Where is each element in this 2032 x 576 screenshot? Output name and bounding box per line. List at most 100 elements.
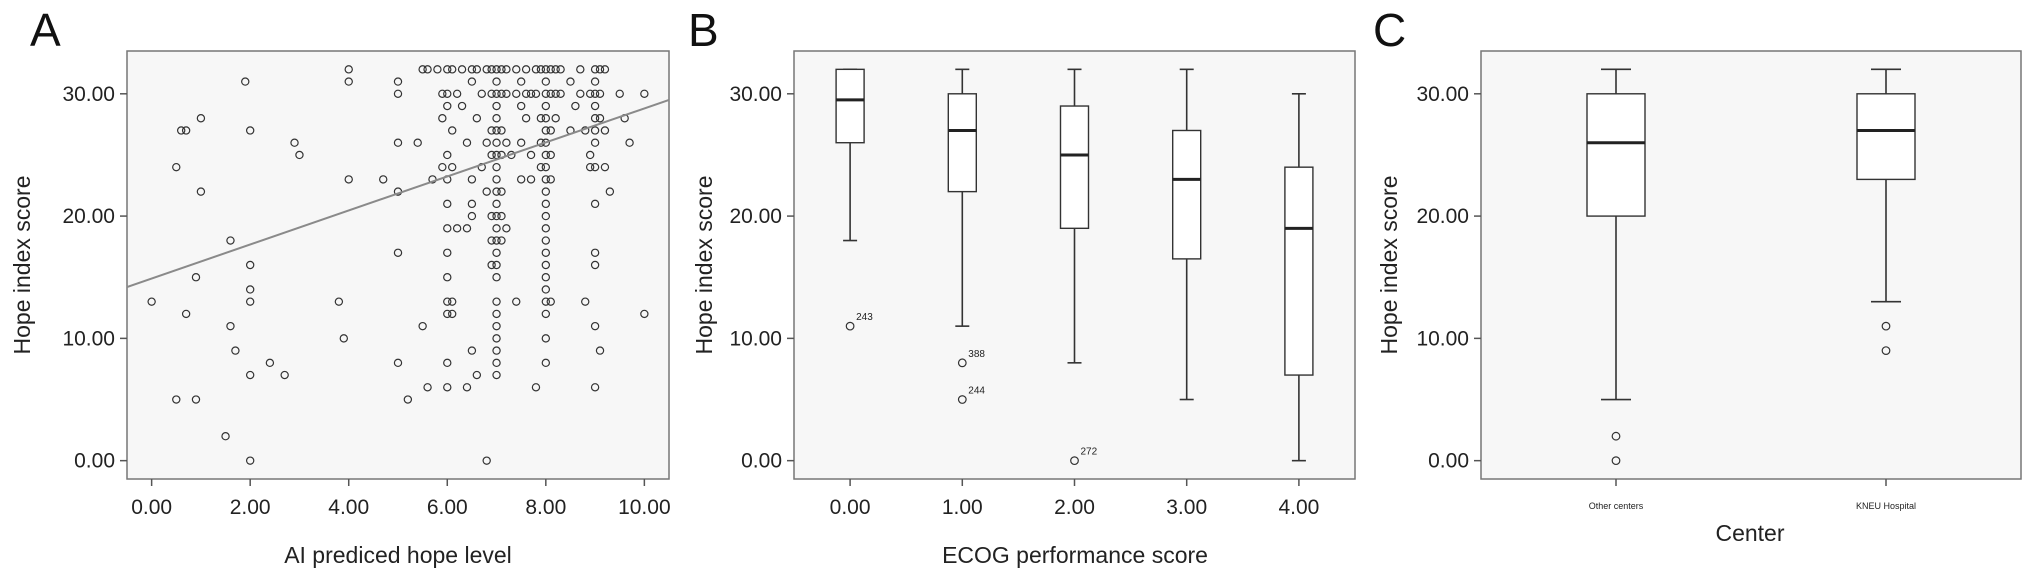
scatter-point [541, 285, 551, 294]
scatter-point [423, 383, 432, 392]
scatter-point [492, 297, 501, 306]
scatter-point [526, 150, 536, 160]
scatter-point [516, 101, 526, 111]
scatter-point [492, 126, 501, 135]
scatter-point [467, 346, 477, 355]
scatter-point [590, 89, 600, 99]
scatter-point [590, 199, 600, 209]
scatter-point [290, 138, 299, 147]
scatter-point [541, 162, 551, 172]
scatter-point [541, 224, 551, 233]
scatter-point [221, 432, 230, 441]
scatter-point [462, 138, 472, 147]
scatter-point [590, 138, 600, 147]
scatter-point [147, 297, 156, 306]
scatter-point [541, 77, 551, 86]
scatter-point [640, 89, 649, 99]
scatter-point [443, 248, 452, 257]
panel-a-x-tick-label: 8.00 [525, 496, 566, 519]
panel-a-x-label: AI prediced hope level [284, 542, 512, 568]
fit-line [126, 98, 670, 288]
scatter-point [482, 65, 491, 74]
scatter-point [196, 114, 206, 123]
panel-b-letter: B [688, 4, 719, 56]
scatter-point [492, 187, 501, 196]
scatter-point [595, 346, 605, 355]
scatter-point [516, 138, 526, 147]
scatter-point [176, 126, 186, 135]
scatter-point [492, 273, 501, 282]
scatter-point [467, 211, 477, 221]
panel-b-x-tick-label: 0.00 [830, 496, 871, 519]
scatter-point [492, 114, 501, 123]
scatter-point [546, 150, 555, 160]
box-iqr [947, 93, 977, 193]
scatter-point [487, 89, 496, 99]
scatter-point [393, 77, 403, 86]
panel-c-x-label: Center [1715, 520, 1784, 546]
outlier-point [1881, 346, 1891, 356]
scatter-point [546, 89, 555, 99]
scatter-point [492, 89, 501, 99]
scatter-point [595, 65, 605, 74]
panel-b-y-tick-label: 30.00 [729, 83, 782, 106]
scatter-point [477, 89, 486, 99]
panel-b-x-tick-label: 3.00 [1166, 496, 1207, 519]
scatter-point [615, 89, 624, 99]
scatter-point [497, 89, 506, 99]
scatter-point [492, 321, 501, 331]
scatter-point [448, 65, 457, 74]
scatter-point [472, 65, 482, 74]
scatter-point [502, 89, 511, 99]
panel-b-y-tick-label: 0.00 [741, 450, 782, 473]
panel-c-y-ticks: 0.00 10.00 20.00 30.00 [1416, 83, 1481, 473]
scatter-point [492, 236, 501, 245]
scatter-point [551, 114, 560, 123]
scatter-point [531, 383, 541, 392]
panel-a-y-label: Hope index score [9, 176, 35, 355]
scatter-point [521, 89, 531, 99]
scatter-point [344, 175, 353, 184]
scatter-point [393, 358, 403, 368]
scatter-point [541, 334, 551, 343]
scatter-point [512, 89, 521, 99]
scatter-point [551, 89, 560, 99]
scatter-point [541, 236, 551, 245]
scatter-point [344, 77, 353, 86]
scatter-point [448, 297, 457, 306]
scatter-point [531, 89, 541, 99]
scatter-point [245, 370, 255, 380]
box-iqr [1586, 93, 1646, 217]
scatter-point [541, 211, 551, 221]
box-iqr [1059, 105, 1090, 230]
panel-a-letter: A [30, 4, 61, 56]
scatter-point [191, 273, 201, 282]
scatter-point [462, 383, 472, 392]
scatter-point [605, 187, 615, 196]
scatter-point [443, 150, 452, 160]
scatter-point [492, 199, 501, 209]
panel-c-y-tick-label: 10.00 [1416, 327, 1469, 350]
panel-a: A 0.00 2.00 4.00 6.00 8.00 10.00 0.00 10.00 20.… [9, 4, 671, 568]
panel-c-y-label: Hope index score [1376, 176, 1402, 355]
panel-b-y-tick-label: 10.00 [729, 327, 782, 350]
scatter-point [497, 187, 506, 196]
panel-a-x-tick-label: 4.00 [328, 496, 369, 519]
panel-a-x-tick-label: 10.00 [618, 496, 671, 519]
scatter-point [502, 224, 511, 233]
scatter-point [590, 126, 600, 135]
scatter-point [245, 285, 255, 294]
panel-a-x-tick-label: 0.00 [131, 496, 172, 519]
panel-b-x-tick-label: 1.00 [942, 496, 983, 519]
scatter-point [231, 346, 240, 355]
scatter-point [172, 162, 181, 172]
scatter-point [541, 89, 551, 99]
scatter-point [492, 224, 501, 233]
scatter-point [541, 114, 551, 123]
scatter-point [487, 260, 496, 270]
scatter-point [482, 138, 491, 147]
panel-a-x-tick-label: 2.00 [230, 496, 271, 519]
scatter-point [443, 273, 452, 282]
scatter-point [526, 89, 536, 99]
scatter-point [581, 297, 590, 306]
